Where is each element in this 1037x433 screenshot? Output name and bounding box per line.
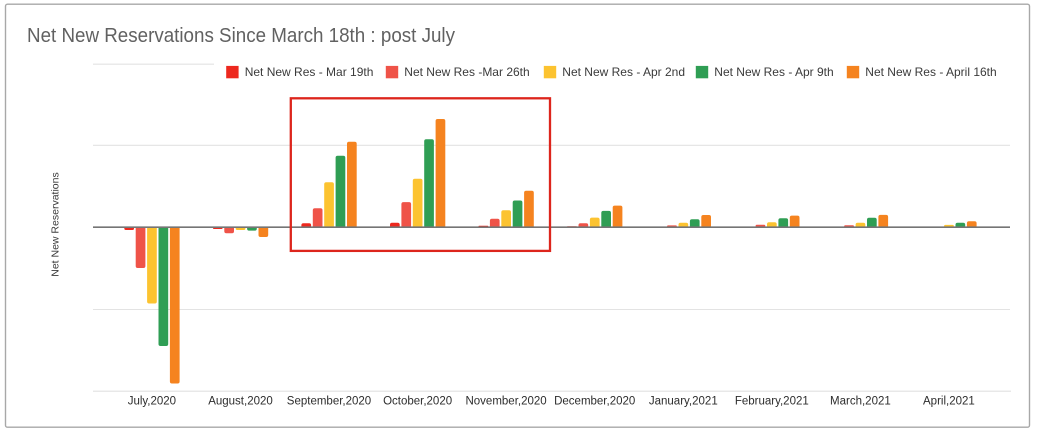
svg-text:December,2020: December,2020 [554,396,635,408]
svg-text:Net New Res - Mar 19th: Net New Res - Mar 19th [245,65,374,79]
svg-text:Net New Reservations: Net New Reservations [50,172,62,276]
svg-text:September,2020: September,2020 [287,396,371,408]
svg-text:Net New Res -Mar 26th: Net New Res -Mar 26th [404,65,529,79]
svg-text:April,2021: April,2021 [923,396,975,408]
svg-text:August,2020: August,2020 [208,396,273,408]
svg-text:Net New Reservations Since Mar: Net New Reservations Since March 18th : … [27,25,455,47]
svg-text:Net New Res - Apr 9th: Net New Res - Apr 9th [714,65,833,79]
svg-text:July,2020: July,2020 [128,396,176,408]
svg-text:Net New Res - April 16th: Net New Res - April 16th [865,65,996,79]
svg-text:November,2020: November,2020 [465,396,546,408]
svg-text:February,2021: February,2021 [735,396,809,408]
svg-text:January,2021: January,2021 [649,396,718,408]
svg-text:March,2021: March,2021 [830,396,891,408]
svg-text:Net New Res - Apr 2nd: Net New Res - Apr 2nd [562,65,685,79]
svg-text:October,2020: October,2020 [383,396,452,408]
